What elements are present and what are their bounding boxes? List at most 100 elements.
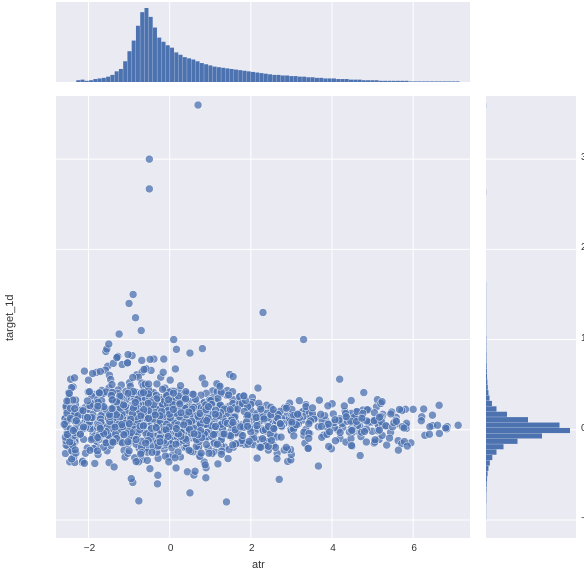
top-hist-bar <box>251 72 255 82</box>
scatter-point <box>83 414 91 422</box>
right-hist-svg <box>486 96 576 538</box>
scatter-point <box>214 460 222 468</box>
scatter-point <box>317 410 325 418</box>
top-hist-bar <box>264 74 268 82</box>
x-tick-label: 0 <box>161 543 181 554</box>
top-hist-bar <box>247 71 251 82</box>
scatter-point <box>201 380 209 388</box>
scatter-point <box>120 431 128 439</box>
scatter-point <box>145 185 153 193</box>
top-hist-bar <box>110 75 114 82</box>
top-hist-bar <box>379 81 383 82</box>
top-hist-bar <box>85 81 89 82</box>
scatter-point <box>127 475 135 483</box>
right-hist-bar <box>486 406 497 411</box>
scatter-point <box>275 475 283 483</box>
top-hist-bar <box>183 57 187 82</box>
top-hist-bar <box>119 69 123 82</box>
scatter-point <box>137 412 145 420</box>
right-hist-bar <box>486 385 488 390</box>
top-hist-bar <box>447 81 451 82</box>
x-tick-label: 6 <box>404 543 424 554</box>
right-hist-bar <box>486 379 487 384</box>
scatter-point <box>211 423 219 431</box>
scatter-point <box>348 426 356 434</box>
scatter-point <box>191 467 199 475</box>
scatter-point <box>428 411 436 419</box>
top-hist-bar <box>208 65 212 82</box>
scatter-point <box>76 430 84 438</box>
top-hist-bar <box>260 73 264 82</box>
top-hist-bar <box>200 63 204 82</box>
top-hist-bar <box>430 81 434 82</box>
top-hist-bar <box>434 81 438 82</box>
scatter-point <box>139 389 147 397</box>
scatter-point <box>417 417 425 425</box>
scatter-point <box>253 454 261 462</box>
scatter-point <box>331 437 339 445</box>
scatter-point <box>360 389 368 397</box>
scatter-point <box>170 336 178 344</box>
scatter-point <box>71 446 79 454</box>
scatter-point <box>202 441 210 449</box>
scatter-point <box>86 446 94 454</box>
scatter-point <box>394 446 402 454</box>
scatter-point <box>288 418 296 426</box>
scatter-point <box>145 414 153 422</box>
scatter-point <box>108 405 116 413</box>
scatter-point <box>160 355 168 363</box>
scatter-point <box>105 340 113 348</box>
right-hist-bar <box>486 444 504 449</box>
scatter-point <box>94 402 102 410</box>
scatter-point <box>442 424 450 432</box>
top-hist-bar <box>400 81 404 82</box>
scatter-point <box>409 405 417 413</box>
scatter-point <box>358 414 366 422</box>
scatter-point <box>182 395 190 403</box>
scatter-point <box>129 290 137 298</box>
top-hist-bar <box>217 67 221 82</box>
top-hist-bar <box>421 81 425 82</box>
scatter-point <box>277 433 285 441</box>
top-hist-bar <box>451 81 455 82</box>
scatter-point <box>362 438 370 446</box>
scatter-point <box>315 396 323 404</box>
scatter-point <box>111 423 119 431</box>
scatter-point <box>115 330 123 338</box>
top-hist-bar <box>375 80 379 82</box>
scatter-point <box>239 432 247 440</box>
scatter-point <box>361 428 369 436</box>
scatter-point <box>156 438 164 446</box>
top-hist-bar <box>191 60 195 82</box>
scatter-point <box>425 430 433 438</box>
scatter-point <box>420 405 428 413</box>
scatter-point <box>294 410 302 418</box>
scatter-point <box>371 436 379 444</box>
scatter-point <box>347 397 355 405</box>
right-hist-bar <box>486 460 490 465</box>
right-marginal-histogram <box>485 95 577 539</box>
top-hist-bar <box>319 78 323 82</box>
scatter-point <box>123 359 131 367</box>
scatter-point <box>260 415 268 423</box>
scatter-point <box>378 398 386 406</box>
scatter-point <box>144 399 152 407</box>
right-hist-bar <box>486 439 518 444</box>
scatter-point <box>229 373 237 381</box>
top-hist-bar <box>81 80 85 82</box>
top-hist-bar <box>302 77 306 82</box>
scatter-point <box>124 389 132 397</box>
scatter-point <box>304 444 312 452</box>
right-hist-bar <box>486 482 487 487</box>
scatter-point <box>317 422 325 430</box>
top-hist-bar <box>89 80 93 82</box>
top-hist-bar <box>221 68 225 82</box>
scatter-point <box>435 401 443 409</box>
top-hist-bar <box>170 48 174 82</box>
scatter-point <box>245 437 253 445</box>
scatter-point <box>342 413 350 421</box>
scatter-point <box>305 434 313 442</box>
top-hist-bar <box>230 69 234 82</box>
right-hist-bar <box>486 368 487 373</box>
top-hist-bar <box>311 77 315 82</box>
